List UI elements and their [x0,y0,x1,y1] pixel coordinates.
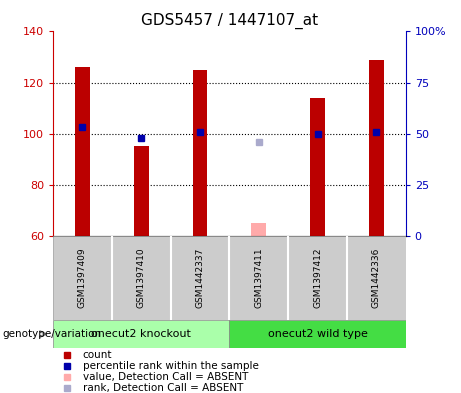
Bar [229,320,406,348]
Title: GDS5457 / 1447107_at: GDS5457 / 1447107_at [141,13,318,29]
Bar [75,67,90,236]
Text: GSM1442336: GSM1442336 [372,248,381,308]
Text: count: count [83,350,112,360]
Text: GSM1442337: GSM1442337 [195,248,205,308]
Text: percentile rank within the sample: percentile rank within the sample [83,361,259,371]
Bar [53,320,230,348]
Text: rank, Detection Call = ABSENT: rank, Detection Call = ABSENT [83,383,243,393]
Bar [310,98,325,236]
Bar [369,59,384,236]
Bar [193,70,207,236]
Text: GSM1397409: GSM1397409 [78,248,87,309]
Text: genotype/variation: genotype/variation [2,329,101,339]
Text: GSM1397410: GSM1397410 [136,248,146,309]
Text: value, Detection Call = ABSENT: value, Detection Call = ABSENT [83,372,248,382]
Bar [251,223,266,236]
Text: GSM1397411: GSM1397411 [254,248,263,309]
Text: onecut2 wild type: onecut2 wild type [267,329,367,339]
Text: onecut2 knockout: onecut2 knockout [91,329,191,339]
Text: GSM1397412: GSM1397412 [313,248,322,308]
Bar [134,146,148,236]
